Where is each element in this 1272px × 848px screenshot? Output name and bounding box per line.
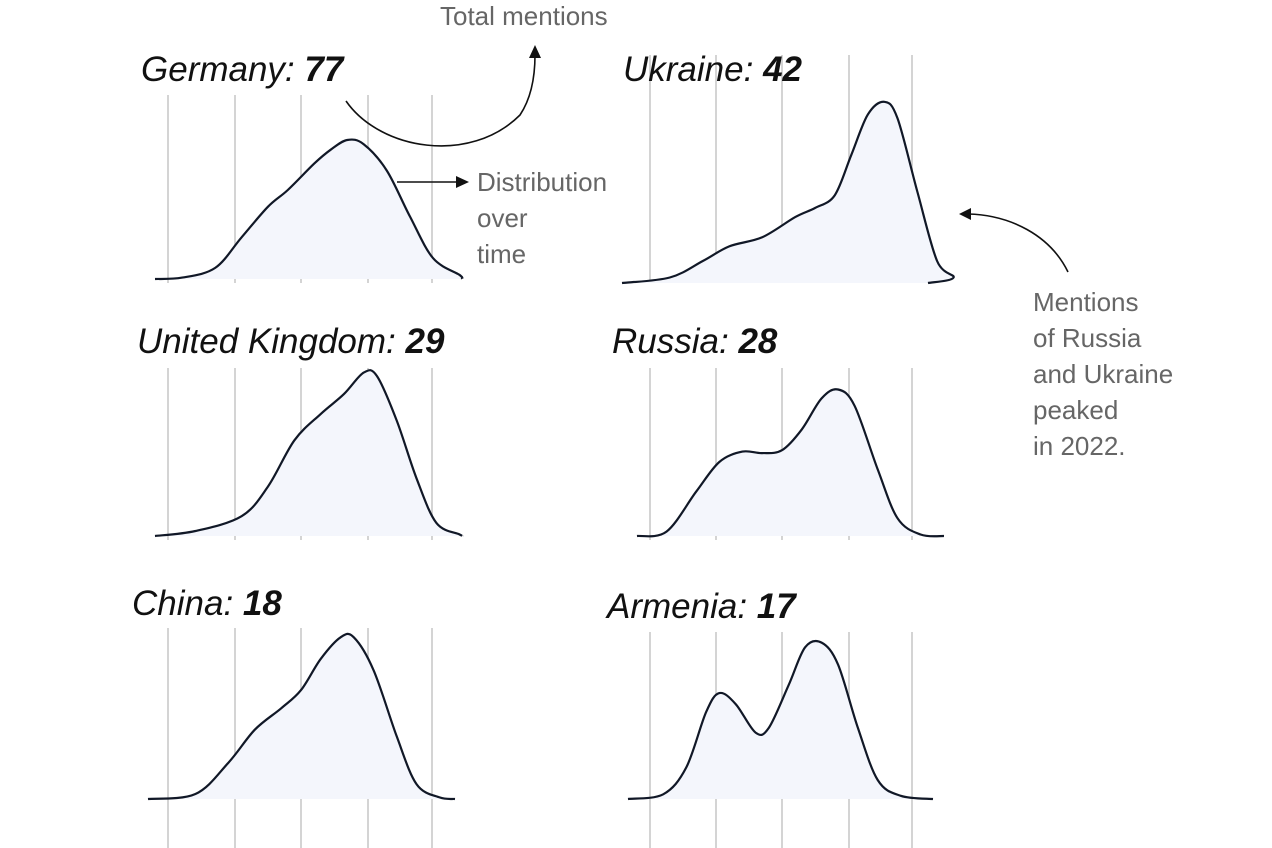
panel-label-count: 17 bbox=[757, 587, 797, 626]
panel-label-count: 77 bbox=[304, 50, 344, 89]
panel-china: China: 18 bbox=[132, 584, 456, 801]
annotation-total-mentions: Total mentions bbox=[440, 1, 608, 31]
panel-united-kingdom: United Kingdom: 29 bbox=[137, 322, 464, 538]
panel-germany: Germany: 77 bbox=[141, 50, 464, 281]
panel-label: United Kingdom: 29 bbox=[137, 322, 445, 361]
panel-label: Russia: 28 bbox=[612, 322, 778, 361]
panel-label: Ukraine: 42 bbox=[623, 50, 803, 89]
panel-label: China: 18 bbox=[132, 584, 282, 623]
density-curve bbox=[154, 138, 464, 281]
panel-label-count: 28 bbox=[737, 322, 777, 361]
panel-ukraine: Ukraine: 42 bbox=[621, 50, 955, 285]
density-area bbox=[622, 101, 954, 283]
panel-label-count: 18 bbox=[243, 584, 282, 623]
annotation-peak-line-3: and Ukraine bbox=[1033, 359, 1173, 389]
panel-russia: Russia: 28 bbox=[612, 322, 945, 538]
density-curve bbox=[147, 632, 456, 801]
density-area bbox=[637, 389, 944, 537]
density-curve bbox=[636, 388, 945, 538]
panel-label: Germany: 77 bbox=[141, 50, 345, 89]
panel-label: Armenia: 17 bbox=[605, 587, 797, 626]
panel-label-name: Ukraine: bbox=[623, 50, 763, 89]
distribution-arrowhead bbox=[456, 176, 469, 188]
density-area bbox=[628, 640, 933, 799]
panel-label-name: Armenia: bbox=[605, 587, 757, 626]
peak-note-arrow bbox=[967, 213, 1069, 273]
panel-label-name: Russia: bbox=[612, 322, 738, 361]
annotation-peak-line-2: of Russia bbox=[1033, 323, 1142, 353]
annotation-peak-line-1: Mentions bbox=[1033, 287, 1139, 317]
annotation-distribution-line-3: time bbox=[477, 239, 526, 269]
total-mentions-arrow bbox=[345, 54, 536, 147]
panel-label-count: 42 bbox=[762, 50, 802, 89]
panel-label-name: Germany: bbox=[141, 50, 304, 89]
density-curve bbox=[621, 100, 955, 285]
annotation-distribution-line-1: Distribution bbox=[477, 167, 607, 197]
panel-armenia: Armenia: 17 bbox=[605, 587, 934, 801]
density-panels: Germany: 77 Ukraine: 42 United Kingdom: 29… bbox=[132, 50, 955, 801]
peak-note-arrowhead bbox=[959, 208, 971, 220]
annotation-peak-line-5: in 2022. bbox=[1033, 431, 1126, 461]
panel-label-name: United Kingdom: bbox=[137, 322, 405, 361]
panel-label-name: China: bbox=[132, 584, 243, 623]
density-curve bbox=[154, 369, 464, 538]
panel-label-count: 29 bbox=[404, 322, 444, 361]
density-curve bbox=[627, 639, 934, 801]
density-area bbox=[148, 633, 455, 799]
total-mentions-arrowhead bbox=[529, 45, 541, 58]
density-area bbox=[155, 370, 463, 536]
annotation-peak-line-4: peaked bbox=[1033, 395, 1118, 425]
density-area bbox=[155, 139, 463, 279]
annotation-distribution-line-2: over bbox=[477, 203, 528, 233]
